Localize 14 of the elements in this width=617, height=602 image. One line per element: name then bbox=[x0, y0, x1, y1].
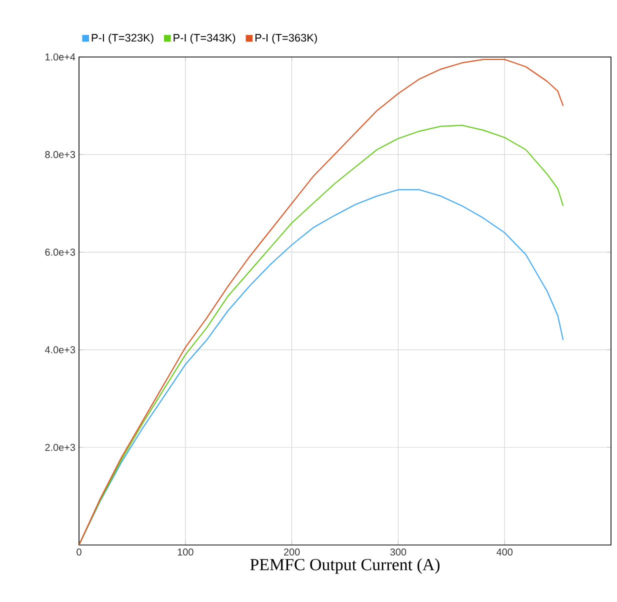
legend-label: P-I (T=363K) bbox=[255, 34, 317, 44]
y-tick-label: 2.0e+3 bbox=[45, 444, 76, 451]
y-tick-label: 6.0e+3 bbox=[45, 248, 76, 256]
y-tick-label: 4.0e+3 bbox=[44, 346, 76, 354]
x-axis-title: PEMFC Output Current (A) bbox=[250, 558, 440, 574]
x-tick-label: 300 bbox=[390, 548, 406, 556]
x-tick-label: 0 bbox=[76, 548, 82, 556]
y-tick-label: 1.0e+4 bbox=[46, 53, 76, 61]
x-tick-label: 100 bbox=[178, 548, 194, 556]
x-tick-label: 400 bbox=[496, 548, 513, 556]
y-tick-label: 8.0e+3 bbox=[45, 151, 76, 158]
x-tick-label: 200 bbox=[284, 548, 300, 556]
legend-label: P-I (T=343K) bbox=[174, 34, 236, 44]
legend-label: P-I (T=323K) bbox=[92, 34, 154, 44]
